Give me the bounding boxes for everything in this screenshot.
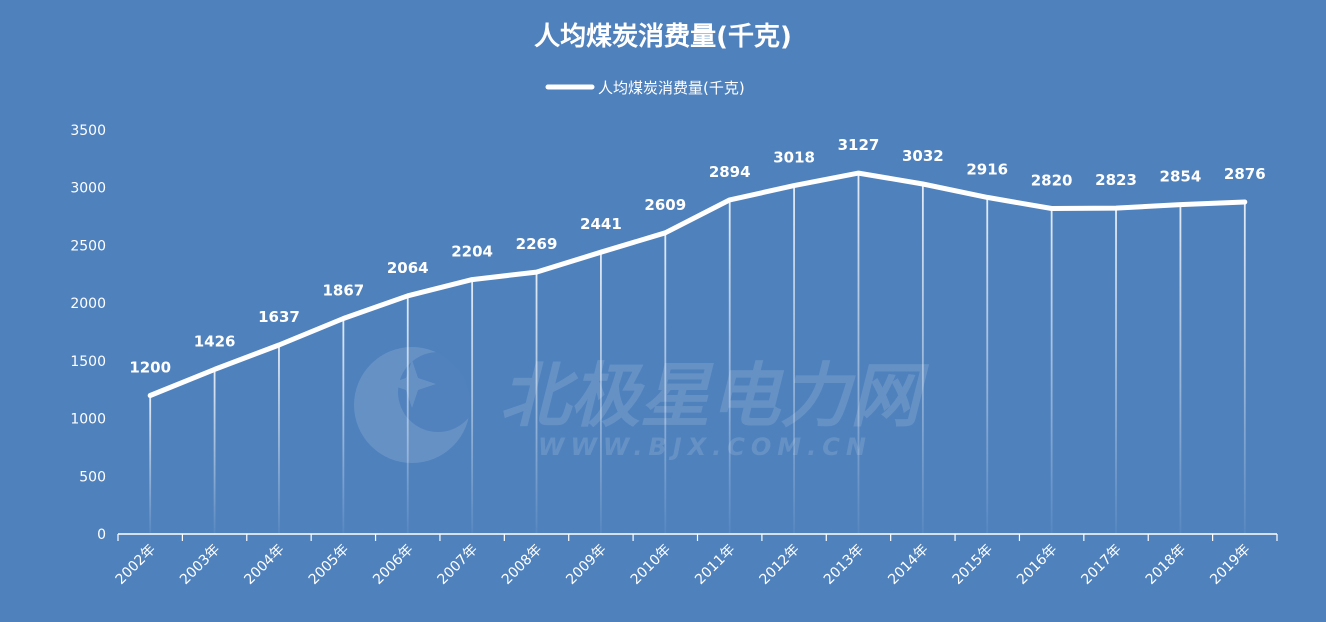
drop-line bbox=[213, 369, 216, 534]
y-tick-label: 2500 bbox=[70, 238, 106, 254]
y-tick-label: 1000 bbox=[70, 412, 106, 428]
x-tick-label: 2010年 bbox=[628, 542, 674, 588]
data-label: 1637 bbox=[258, 308, 300, 326]
x-tick-label: 2003年 bbox=[177, 542, 223, 588]
data-label: 2894 bbox=[709, 163, 751, 181]
y-tick-label: 2000 bbox=[70, 296, 106, 312]
drop-line bbox=[278, 345, 280, 534]
drop-line bbox=[1243, 202, 1246, 534]
watermark-logo-icon bbox=[354, 347, 478, 463]
x-axis: 2002年 2003年 2004年 2005年 2006年 2007年 2008年 2009年… bbox=[113, 533, 1278, 588]
x-tick-label: 2005年 bbox=[306, 542, 352, 588]
x-tick-label: 2015年 bbox=[950, 542, 996, 588]
drop-line bbox=[857, 173, 860, 534]
series-line bbox=[147, 170, 1248, 398]
drop-line bbox=[535, 272, 538, 534]
drop-line bbox=[1179, 204, 1182, 534]
drop-line bbox=[471, 279, 474, 534]
x-tick-label: 2019年 bbox=[1207, 542, 1253, 588]
x-tick-label: 2002年 bbox=[113, 542, 159, 588]
data-label: 1200 bbox=[129, 358, 171, 376]
drop-line bbox=[986, 197, 989, 534]
data-label: 2854 bbox=[1160, 168, 1202, 186]
drop-line bbox=[149, 395, 152, 534]
data-labels: 1200 1426 1637 1867 2064 2204 2269 2441 2609 2894… bbox=[129, 136, 1265, 376]
data-label: 3018 bbox=[773, 149, 815, 167]
x-tick-label: 2009年 bbox=[563, 542, 609, 588]
x-tick-label: 2008年 bbox=[499, 542, 545, 588]
x-tick-label: 2013年 bbox=[821, 542, 867, 588]
x-tick-label: 2016年 bbox=[1014, 542, 1060, 588]
data-label: 2204 bbox=[451, 243, 493, 261]
data-label: 3127 bbox=[838, 136, 880, 154]
legend-label: 人均煤炭消费量(千克) bbox=[598, 79, 745, 97]
drop-line bbox=[406, 295, 409, 534]
data-label: 1426 bbox=[194, 332, 236, 350]
x-tick-label: 2012年 bbox=[756, 542, 802, 588]
y-tick-label: 3000 bbox=[70, 181, 106, 197]
y-tick-label: 1500 bbox=[70, 354, 106, 370]
x-tick-label: 2011年 bbox=[692, 542, 738, 588]
drop-line bbox=[664, 232, 667, 534]
data-label: 2609 bbox=[644, 196, 686, 214]
data-label: 2820 bbox=[1031, 171, 1073, 189]
y-tick-label: 500 bbox=[79, 469, 106, 485]
y-tick-label: 0 bbox=[97, 527, 106, 543]
x-tick-label: 2014年 bbox=[885, 542, 931, 588]
data-label: 2876 bbox=[1224, 165, 1266, 183]
y-axis: 0 500 1000 1500 2000 2500 3000 3500 bbox=[70, 123, 106, 543]
data-label: 3032 bbox=[902, 147, 944, 165]
drop-line bbox=[728, 199, 731, 534]
series-group bbox=[147, 170, 1248, 398]
x-tick-label: 2018年 bbox=[1143, 542, 1189, 588]
data-label: 2441 bbox=[580, 215, 622, 233]
drop-line bbox=[1050, 208, 1053, 534]
chart-title: 人均煤炭消费量(千克) bbox=[534, 22, 792, 52]
watermark-sub-text: WWW.BJX.COM.CN bbox=[538, 433, 872, 461]
y-tick-label: 3500 bbox=[70, 123, 106, 139]
data-label: 2064 bbox=[387, 259, 429, 277]
x-tick-label: 2007年 bbox=[435, 542, 481, 588]
drop-line bbox=[342, 318, 345, 534]
data-label: 2269 bbox=[516, 235, 558, 253]
drop-line bbox=[793, 185, 795, 534]
watermark-main-text: 北极星电力网 bbox=[500, 355, 930, 437]
drop-line bbox=[921, 184, 924, 534]
drop-lines bbox=[149, 173, 1246, 534]
data-label: 2916 bbox=[966, 160, 1008, 178]
drop-line bbox=[1115, 208, 1117, 534]
x-tick-label: 2006年 bbox=[370, 542, 416, 588]
data-label: 1867 bbox=[322, 281, 364, 299]
watermark: 北极星电力网 WWW.BJX.COM.CN bbox=[354, 347, 930, 463]
x-tick-label: 2017年 bbox=[1078, 542, 1124, 588]
legend: 人均煤炭消费量(千克) bbox=[545, 79, 745, 97]
drop-line bbox=[600, 252, 602, 534]
data-label: 2823 bbox=[1095, 171, 1137, 189]
x-tick-label: 2004年 bbox=[241, 542, 287, 588]
